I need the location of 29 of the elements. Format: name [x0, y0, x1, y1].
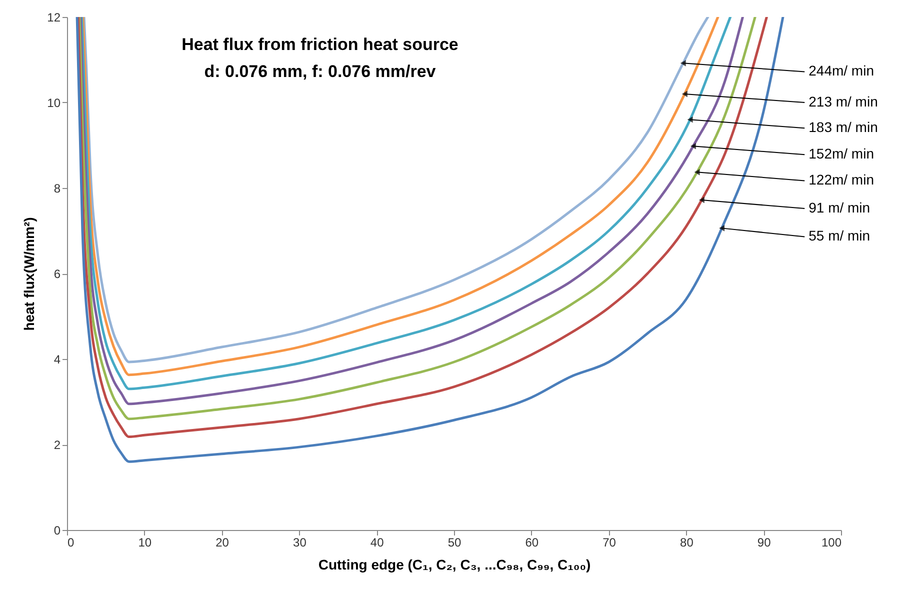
y-tick-label: 4: [54, 352, 61, 366]
text: 152m/ min: [808, 146, 874, 162]
x-tick-label: 0: [68, 536, 74, 550]
x-tick-label: 60: [525, 536, 539, 550]
text: d: 0.076 mm, f: 0.076 mm/rev: [204, 62, 436, 81]
y-tick-label: 10: [47, 96, 61, 110]
text: 91 m/ min: [808, 200, 870, 216]
y-axis-title: heat flux(W/mm²): [21, 217, 38, 331]
x-tick-label: 50: [448, 536, 462, 550]
x-tick-label: 10: [138, 536, 152, 550]
x-tick-label: 80: [680, 536, 694, 550]
x-tick-label: 70: [602, 536, 616, 550]
x-tick-label: 20: [216, 536, 230, 550]
x-tick-label: 30: [293, 536, 307, 550]
text: 55 m/ min: [808, 228, 870, 244]
y-tick-label: 12: [47, 10, 61, 24]
text: 244m/ min: [808, 62, 874, 79]
text: 122m/ min: [808, 172, 874, 188]
y-tick-label: 2: [54, 438, 61, 452]
x-axis-title: Cutting edge (C₁, C₂, C₃, ...C₉₈, C₉₉, C₁₀₀): [318, 556, 591, 572]
text: 183 m/ min: [808, 119, 878, 136]
x-tick-label: 100: [821, 536, 842, 550]
x-tick-label: 40: [370, 536, 384, 550]
y-tick-label: 6: [54, 267, 61, 281]
y-tick-label: 8: [54, 182, 61, 196]
text: 213 m/ min: [808, 94, 878, 110]
y-tick-label: 0: [54, 524, 61, 538]
text: Heat flux from friction heat source: [182, 35, 458, 54]
x-tick-label: 90: [757, 536, 772, 550]
